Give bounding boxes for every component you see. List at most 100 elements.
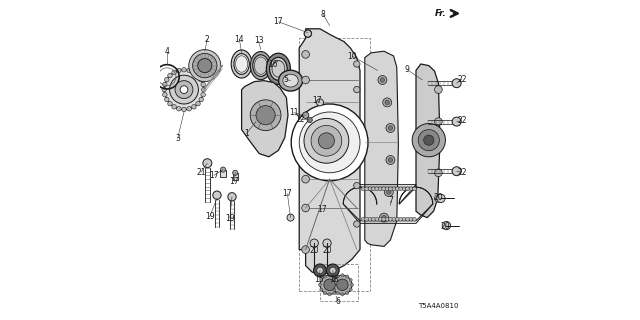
Circle shape (354, 86, 360, 93)
Circle shape (233, 170, 238, 175)
Text: T5A4A0810: T5A4A0810 (418, 303, 459, 309)
Circle shape (310, 239, 319, 247)
Circle shape (340, 274, 344, 277)
Circle shape (371, 217, 375, 221)
Text: 22: 22 (457, 168, 467, 177)
Circle shape (384, 188, 393, 196)
Circle shape (164, 77, 169, 82)
Circle shape (406, 217, 410, 221)
Circle shape (436, 194, 445, 203)
Text: 17: 17 (312, 96, 323, 105)
Circle shape (177, 107, 181, 111)
Text: 11: 11 (289, 108, 298, 117)
Circle shape (304, 30, 312, 37)
Text: 8: 8 (321, 10, 326, 19)
Circle shape (307, 117, 312, 123)
Circle shape (361, 187, 365, 191)
Circle shape (388, 158, 393, 162)
Circle shape (406, 187, 410, 191)
Circle shape (336, 288, 339, 291)
Circle shape (388, 126, 393, 130)
Circle shape (163, 92, 167, 97)
Circle shape (180, 86, 188, 93)
Text: 20: 20 (309, 246, 319, 255)
Circle shape (385, 187, 389, 191)
Circle shape (378, 217, 382, 221)
Circle shape (302, 51, 310, 58)
Ellipse shape (266, 53, 291, 84)
Ellipse shape (269, 57, 287, 80)
Circle shape (388, 187, 392, 191)
Circle shape (381, 215, 387, 220)
Circle shape (317, 267, 323, 274)
Circle shape (402, 217, 406, 221)
Circle shape (291, 104, 368, 181)
Polygon shape (365, 51, 398, 246)
Circle shape (324, 279, 335, 291)
Circle shape (380, 78, 385, 82)
Ellipse shape (250, 52, 271, 80)
Circle shape (201, 92, 205, 97)
Circle shape (187, 68, 191, 73)
Circle shape (381, 187, 385, 191)
Circle shape (365, 217, 369, 221)
Circle shape (386, 124, 395, 132)
Text: 17: 17 (229, 177, 239, 186)
Bar (233, 173, 238, 180)
Circle shape (182, 107, 186, 112)
Text: 1: 1 (244, 129, 249, 138)
Circle shape (323, 275, 326, 278)
Circle shape (196, 73, 200, 78)
Bar (220, 170, 226, 177)
Text: 22: 22 (457, 75, 467, 84)
Circle shape (164, 97, 169, 102)
Text: 15: 15 (314, 275, 324, 284)
Text: 21: 21 (196, 168, 205, 177)
Circle shape (172, 105, 177, 109)
Circle shape (300, 112, 360, 173)
Text: 17: 17 (282, 189, 292, 198)
Circle shape (177, 68, 181, 73)
Bar (320, 264, 358, 301)
Circle shape (196, 101, 200, 106)
Circle shape (402, 187, 406, 191)
Circle shape (305, 30, 312, 37)
Circle shape (250, 100, 281, 131)
Circle shape (435, 86, 442, 93)
Circle shape (336, 275, 339, 278)
Circle shape (412, 124, 445, 157)
Circle shape (175, 81, 193, 99)
Circle shape (202, 87, 206, 92)
Circle shape (326, 264, 339, 277)
Text: 17: 17 (273, 17, 284, 26)
Ellipse shape (231, 50, 252, 78)
Circle shape (323, 292, 326, 295)
Circle shape (396, 217, 399, 221)
Circle shape (385, 217, 389, 221)
Circle shape (442, 221, 451, 230)
Circle shape (302, 175, 310, 183)
Text: 18: 18 (329, 275, 339, 284)
Circle shape (386, 156, 395, 164)
Circle shape (330, 267, 336, 274)
Text: 14: 14 (234, 35, 244, 44)
Circle shape (333, 275, 352, 294)
Text: 17: 17 (317, 205, 326, 214)
Circle shape (371, 187, 375, 191)
Circle shape (317, 99, 323, 106)
Circle shape (336, 292, 339, 295)
Text: Fr.: Fr. (435, 9, 447, 18)
Circle shape (328, 293, 332, 296)
Circle shape (328, 274, 332, 277)
Circle shape (380, 213, 388, 222)
Circle shape (346, 275, 349, 278)
Circle shape (392, 187, 396, 191)
Circle shape (303, 112, 309, 118)
Circle shape (412, 187, 417, 191)
Circle shape (333, 292, 336, 295)
Circle shape (304, 118, 349, 163)
Text: 17: 17 (209, 171, 219, 180)
Circle shape (164, 70, 204, 109)
Circle shape (337, 279, 348, 291)
Circle shape (198, 59, 212, 73)
